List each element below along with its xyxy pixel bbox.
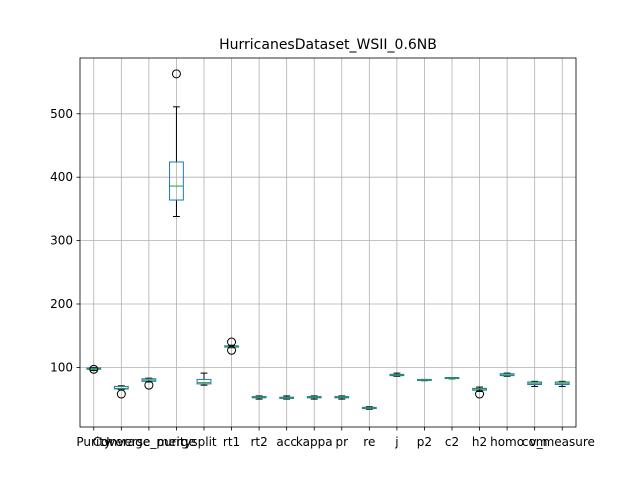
box-j (389, 372, 405, 377)
box-kappa (306, 395, 322, 400)
box-rt1 (224, 337, 239, 355)
x-tick-label: v_measure (530, 435, 595, 449)
y-tick-label: 200 (50, 297, 73, 311)
chart-title: HurricanesDataset_WSII_0.6NB (219, 37, 437, 53)
x-tick-label: rt2 (250, 435, 267, 449)
box-split (196, 372, 212, 386)
x-tick-label: Inverse_purity (106, 435, 192, 449)
box-merge (169, 69, 184, 218)
y-tick-label: 300 (50, 234, 73, 248)
y-tick-label: 100 (50, 360, 73, 374)
box-p2 (417, 378, 432, 382)
x-tick-label: p2 (417, 435, 432, 449)
iqr-box (169, 161, 184, 201)
x-tick-label: split (191, 435, 217, 449)
x-tick-label: pr (335, 435, 348, 449)
x-tick-label: h2 (472, 435, 487, 449)
y-axis: 100 200 300 400 500 (50, 107, 80, 374)
outlier-point (171, 69, 181, 79)
x-tick-label: rt1 (223, 435, 240, 449)
outlier-point (227, 337, 237, 347)
x-tick-label: j (394, 435, 398, 449)
x-tick-label: acc (276, 435, 297, 449)
y-tick-label: 500 (50, 107, 73, 121)
boxes (86, 69, 570, 410)
outlier-point (475, 389, 485, 399)
x-tick-label: Purity (76, 435, 111, 449)
box-h2 (472, 386, 487, 399)
box-coverage (113, 385, 129, 399)
box-purity (86, 364, 102, 374)
box-c2 (444, 377, 460, 380)
box-inverse-purity (141, 377, 157, 390)
x-tick-label: re (363, 435, 375, 449)
box-homo (499, 372, 515, 377)
x-tick-label: kappa (296, 435, 333, 449)
x-tick-label: com (522, 435, 548, 449)
box-acc (279, 395, 295, 400)
x-tick-label: merge (157, 435, 196, 449)
x-tick-label: c2 (445, 435, 459, 449)
iqr-box (196, 378, 212, 385)
box-v-measure (554, 380, 570, 387)
x-tick-label: homo (490, 435, 524, 449)
outlier-point (116, 389, 126, 399)
x-tick-label: Coverage (93, 435, 151, 449)
box-re (361, 406, 377, 410)
outlier-point (89, 364, 99, 374)
box-com (527, 380, 543, 387)
outlier-point (144, 380, 154, 390)
y-tick-label: 400 (50, 170, 73, 184)
box-pr (334, 395, 350, 400)
plot-frame (79, 57, 577, 428)
iqr-box (113, 385, 129, 390)
box-rt2 (251, 395, 267, 400)
grid-lines (80, 58, 576, 427)
